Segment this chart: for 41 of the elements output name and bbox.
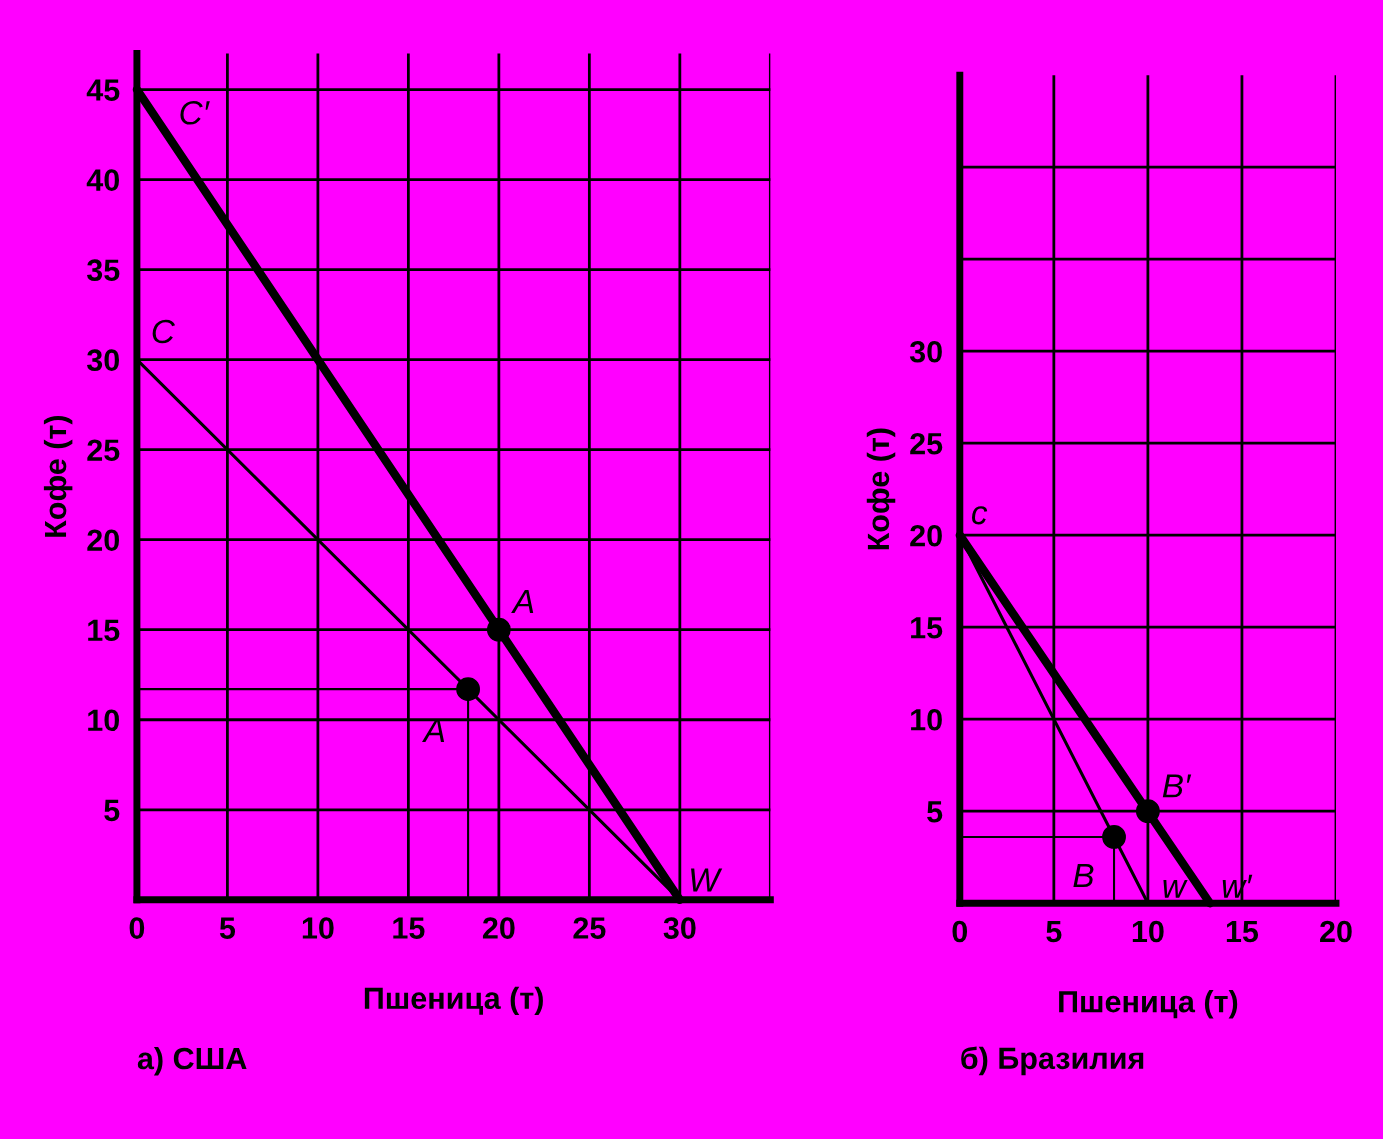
y-tick-label: 5 — [104, 799, 120, 822]
annotation: c — [972, 506, 988, 525]
y-axis-title: Кофе (т) — [43, 415, 73, 537]
y-tick-label: 5 — [927, 801, 943, 823]
text: б) Бразилия — [961, 1046, 1144, 1076]
y-tick-label: 45 — [86, 79, 120, 101]
y-tick-label: 15 — [911, 617, 943, 639]
y-tick-label: 20 — [910, 524, 942, 547]
x-tick-label: 15 — [393, 917, 425, 939]
y-tick-label: 10 — [88, 709, 119, 732]
x-tick-label: 5 — [1046, 921, 1062, 943]
y-tick-label: 30 — [909, 340, 942, 363]
annotation: B — [1073, 864, 1094, 887]
y-tick-label: 10 — [911, 708, 942, 731]
x-tick-label: 20 — [1320, 920, 1352, 943]
y-tick-label: 25 — [87, 439, 120, 462]
y-tick-label: 20 — [87, 529, 119, 552]
annotation: C — [152, 319, 176, 344]
annotation: w — [1163, 880, 1188, 898]
annotation: C′ — [180, 100, 210, 125]
y-axis-title: Кофе (т) — [866, 428, 896, 550]
annotation: A — [511, 590, 534, 614]
y-tick-label: 30 — [86, 349, 119, 372]
x-tick-label: 20 — [482, 917, 515, 939]
x-axis-title: Пшеница (т) — [364, 986, 543, 1016]
text: а) США — [137, 1046, 247, 1076]
x-tick-label: 15 — [1226, 921, 1259, 943]
x-tick-label: 0 — [952, 920, 968, 943]
x-tick-label: 0 — [129, 917, 145, 939]
y-tick-label: 40 — [86, 169, 119, 191]
y-tick-label: 25 — [910, 432, 943, 455]
annotation: W — [691, 868, 723, 892]
x-tick-label: 5 — [219, 917, 236, 939]
x-tick-label: 10 — [1132, 920, 1164, 943]
x-tick-label: 10 — [302, 917, 334, 939]
annotation: B′ — [1162, 774, 1192, 798]
x-axis-title: Пшеница (т) — [1059, 990, 1238, 1019]
y-tick-label: 35 — [86, 259, 120, 282]
x-tick-label: 25 — [573, 917, 606, 939]
y-tick-label: 15 — [88, 619, 120, 642]
x-tick-label: 30 — [663, 917, 696, 939]
